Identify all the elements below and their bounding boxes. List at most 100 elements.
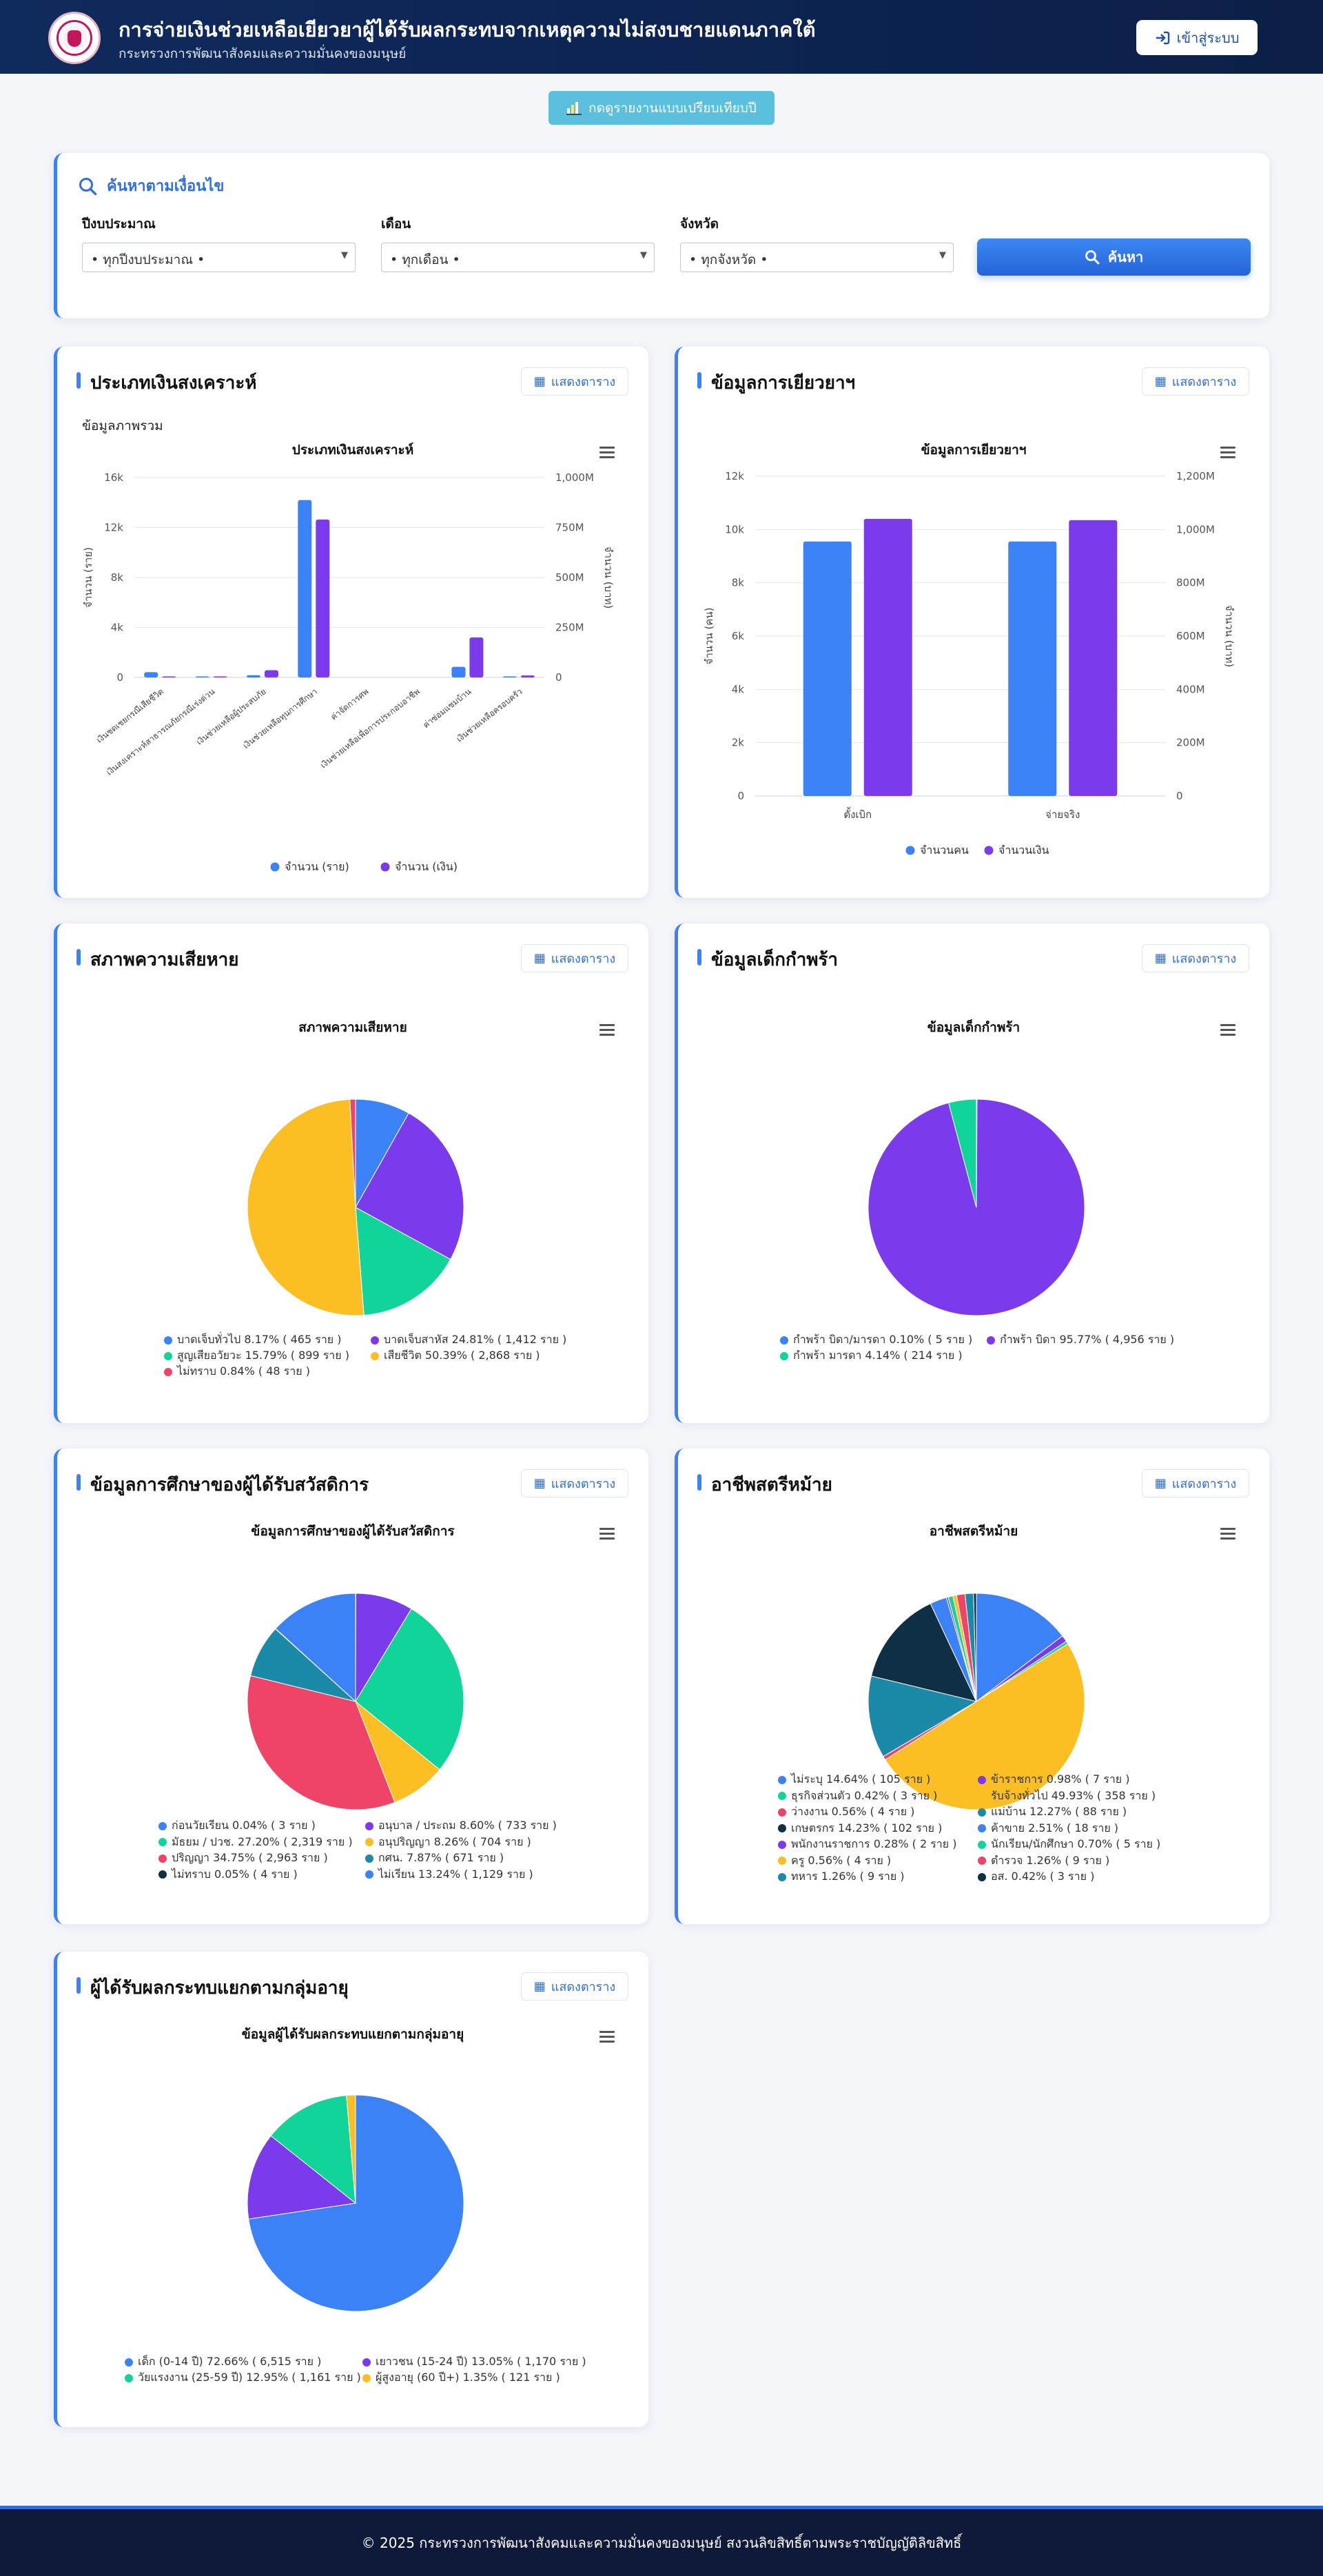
y-tick-label: 2k xyxy=(732,737,745,749)
month-select[interactable]: • ทุกเดือน • ▼ xyxy=(381,243,655,272)
legend-item[interactable]: พนักงานราชการ 0.28% ( 2 ราย ) xyxy=(778,1836,956,1853)
legend-item[interactable]: สูญเสียอวัยวะ 15.79% ( 899 ราย ) xyxy=(164,1347,349,1364)
chart-menu-icon[interactable] xyxy=(599,2031,615,2043)
chart-menu-icon[interactable] xyxy=(1220,1528,1235,1540)
chart-menu-icon[interactable] xyxy=(599,1528,615,1540)
legend-item[interactable]: ตำรวจ 1.26% ( 9 ราย ) xyxy=(978,1852,1109,1870)
legend-item[interactable]: ไม่ทราบ 0.84% ( 48 ราย ) xyxy=(164,1363,310,1380)
month-value: • ทุกเดือน • xyxy=(390,252,460,267)
legend-item[interactable]: กำพร้า บิดา/มารดา 0.10% ( 5 ราย ) xyxy=(780,1331,972,1349)
show-table-button[interactable]: ▦ แสดงตาราง xyxy=(521,367,628,396)
pie-slice[interactable] xyxy=(355,1112,464,1260)
legend-item[interactable]: อนุปริญญา 8.26% ( 704 ราย ) xyxy=(365,1834,531,1851)
pie-slice[interactable] xyxy=(270,2095,356,2205)
bar[interactable] xyxy=(469,637,484,677)
chart-menu-icon[interactable] xyxy=(599,447,615,459)
bar[interactable] xyxy=(213,676,227,678)
legend-label[interactable]: จำนวนคน xyxy=(920,844,969,857)
fiscal-year-select[interactable]: • ทุกปีงบประมาณ • ▼ xyxy=(82,243,356,272)
bar[interactable] xyxy=(451,666,466,677)
pie-slice[interactable] xyxy=(275,1593,356,1703)
pie-slice[interactable] xyxy=(355,1593,412,1703)
show-table-button[interactable]: ▦ แสดงตาราง xyxy=(1142,1469,1249,1497)
show-table-button[interactable]: ▦ แสดงตาราง xyxy=(521,1469,628,1497)
pie-slice[interactable] xyxy=(884,1643,1085,1810)
legend-item[interactable]: ข้าราชการ 0.98% ( 7 ราย ) xyxy=(978,1771,1130,1788)
bar[interactable] xyxy=(1008,541,1057,796)
legend-label: ธุรกิจส่วนตัว 0.42% ( 3 ราย ) xyxy=(791,1788,938,1802)
pie-slice[interactable] xyxy=(976,1593,1063,1703)
legend-item[interactable]: นักเรียน/นักศึกษา 0.70% ( 5 ราย ) xyxy=(978,1836,1160,1853)
bar[interactable] xyxy=(162,676,176,678)
pie-slice[interactable] xyxy=(868,1675,978,1757)
chart-menu-icon[interactable] xyxy=(1220,447,1235,459)
province-value: • ทุกจังหวัด • xyxy=(689,252,768,267)
legend-item[interactable]: ผู้สูงอายุ (60 ปี+) 1.35% ( 121 ราย ) xyxy=(362,2369,560,2386)
pie-slice[interactable] xyxy=(248,2094,464,2312)
legend-item[interactable]: กำพร้า บิดา 95.77% ( 4,956 ราย ) xyxy=(987,1331,1174,1349)
show-table-button[interactable]: ▦ แสดงตาราง xyxy=(521,944,628,972)
bar[interactable] xyxy=(502,676,517,678)
legend-item[interactable]: ไม่เรียน 13.24% ( 1,129 ราย ) xyxy=(365,1866,533,1883)
bar[interactable] xyxy=(298,500,312,677)
legend-item[interactable]: เกษตรกร 14.23% ( 102 ราย ) xyxy=(778,1820,942,1837)
legend-marker xyxy=(978,1857,986,1865)
legend-label[interactable]: จำนวนเงิน xyxy=(998,844,1049,857)
pie-slice[interactable] xyxy=(948,1098,977,1208)
bar[interactable] xyxy=(863,518,912,796)
show-table-button[interactable]: ▦ แสดงตาราง xyxy=(1142,367,1249,396)
card-title: ข้อมูลการศึกษาของผู้ได้รับสวัสดิการ xyxy=(76,1471,369,1499)
legend-item[interactable]: อส. 0.42% ( 3 ราย ) xyxy=(978,1868,1094,1885)
legend-item[interactable]: รับจ้างทั่วไป 49.93% ( 358 ราย ) xyxy=(978,1788,1156,1805)
legend-item[interactable]: กศน. 7.87% ( 671 ราย ) xyxy=(365,1850,504,1867)
chart-menu-icon[interactable] xyxy=(1220,1024,1235,1036)
pie-slice[interactable] xyxy=(355,1608,464,1770)
bar[interactable] xyxy=(520,675,535,677)
pie-slice[interactable] xyxy=(346,2094,356,2204)
pie-slice[interactable] xyxy=(355,1207,451,1316)
legend-item[interactable]: เยาวชน (15-24 ปี) 13.05% ( 1,170 ราย ) xyxy=(362,2353,586,2371)
y-tick-label: 4k xyxy=(111,622,124,634)
legend-item[interactable]: อนุบาล / ประถม 8.60% ( 733 ราย ) xyxy=(365,1817,557,1834)
legend-label[interactable]: จำนวน (เงิน) xyxy=(395,860,458,873)
legend-item[interactable]: แม่บ้าน 12.27% ( 88 ราย ) xyxy=(978,1803,1127,1821)
legend-item[interactable]: ครู 0.56% ( 4 ราย ) xyxy=(778,1852,891,1870)
legend-item[interactable]: เสียชีวิต 50.39% ( 2,868 ราย ) xyxy=(371,1347,540,1364)
legend-item[interactable]: ค้าขาย 2.51% ( 18 ราย ) xyxy=(978,1820,1118,1837)
pie-slice[interactable] xyxy=(973,1593,977,1702)
pie-slice[interactable] xyxy=(870,1603,977,1702)
bar[interactable] xyxy=(246,675,260,677)
bar[interactable] xyxy=(803,541,852,796)
legend-item[interactable]: เด็ก (0-14 ปี) 72.66% ( 6,515 ราย ) xyxy=(125,2353,321,2371)
bar[interactable] xyxy=(195,676,209,678)
legend-item[interactable]: กำพร้า มารดา 4.14% ( 214 ราย ) xyxy=(780,1347,963,1364)
legend-item[interactable]: ก่อนวัยเรียน 0.04% ( 3 ราย ) xyxy=(158,1817,316,1834)
legend-item[interactable]: วัยแรงงาน (25-59 ปี) 12.95% ( 1,161 ราย … xyxy=(125,2369,361,2386)
bar[interactable] xyxy=(144,672,158,677)
legend-item[interactable]: ปริญญา 34.75% ( 2,963 ราย ) xyxy=(158,1850,328,1867)
pie-slice[interactable] xyxy=(247,1098,365,1316)
pie-slice[interactable] xyxy=(247,1675,396,1810)
legend-label[interactable]: จำนวน (ราย) xyxy=(285,860,349,873)
legend-item[interactable]: มัธยม / ปวช. 27.20% ( 2,319 ราย ) xyxy=(158,1834,353,1851)
login-button[interactable]: เข้าสู่ระบบ xyxy=(1136,20,1258,55)
legend-item[interactable]: บาดเจ็บสาหัส 24.81% ( 1,412 ราย ) xyxy=(371,1331,566,1349)
legend-label: วัยแรงงาน (25-59 ปี) 12.95% ( 1,161 ราย … xyxy=(138,2371,361,2384)
legend-item[interactable]: ไม่ทราบ 0.05% ( 4 ราย ) xyxy=(158,1866,298,1883)
legend-item[interactable]: บาดเจ็บทั่วไป 8.17% ( 465 ราย ) xyxy=(164,1331,342,1349)
bar[interactable] xyxy=(264,670,278,677)
pie-slice[interactable] xyxy=(349,1098,356,1208)
chart-menu-icon[interactable] xyxy=(599,1024,615,1036)
legend-item[interactable]: ธุรกิจส่วนตัว 0.42% ( 3 ราย ) xyxy=(778,1788,937,1805)
legend-item[interactable]: ทหาร 1.26% ( 9 ราย ) xyxy=(778,1868,905,1885)
show-table-button[interactable]: ▦ แสดงตาราง xyxy=(1142,944,1249,972)
pie-slice[interactable] xyxy=(247,2135,357,2220)
legend-item[interactable]: ว่างงาน 0.56% ( 4 ราย ) xyxy=(778,1803,914,1821)
compare-report-button[interactable]: กดดูรายงานแบบเปรียบเทียบปี xyxy=(548,91,775,125)
legend-item[interactable]: ไม่ระบุ 14.64% ( 105 ราย ) xyxy=(778,1771,930,1788)
bar[interactable] xyxy=(1069,520,1118,796)
province-select[interactable]: • ทุกจังหวัด • ▼ xyxy=(680,243,954,272)
bar[interactable] xyxy=(316,519,330,677)
search-button[interactable]: ค้นหา xyxy=(977,238,1251,276)
show-table-button[interactable]: ▦ แสดงตาราง xyxy=(521,1972,628,2001)
